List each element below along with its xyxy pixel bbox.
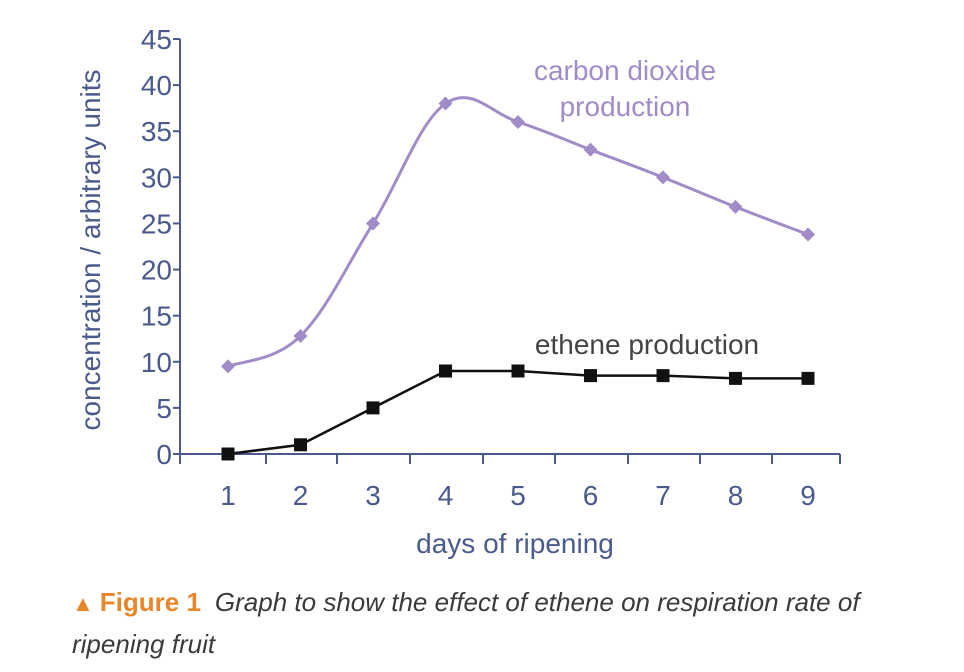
x-tick-label: 9 — [800, 480, 816, 511]
x-tick-label: 8 — [728, 480, 744, 511]
x-axis-label: days of ripening — [416, 528, 614, 559]
y-tick-label: 30 — [141, 162, 172, 193]
data-point — [294, 438, 307, 452]
data-point — [293, 328, 308, 343]
y-tick-label: 10 — [141, 347, 172, 378]
axes — [179, 39, 840, 455]
data-point — [583, 142, 598, 157]
series-label: production — [560, 91, 691, 122]
data-point — [439, 364, 452, 378]
x-tick-label: 1 — [220, 480, 236, 511]
data-point — [221, 447, 235, 461]
figure-label: Figure 1 — [99, 587, 201, 617]
data-point — [366, 401, 380, 415]
figure-caption: ▲ Figure 1 Graph to show the effect of eth… — [72, 582, 932, 664]
data-point — [438, 96, 453, 111]
y-tick-label: 15 — [141, 301, 172, 332]
y-axis-label: concentration / arbitrary units — [75, 69, 106, 430]
series-line — [227, 96, 809, 368]
y-tick-label: 35 — [141, 116, 172, 147]
data-point — [511, 364, 525, 378]
data-point — [221, 359, 235, 374]
data-point — [656, 369, 670, 383]
series: carbon dioxide production ethene productio… — [221, 55, 815, 461]
y-tick-label: 20 — [141, 255, 172, 286]
series-line — [227, 369, 808, 456]
y-tick-label: 0 — [156, 439, 172, 470]
data-point — [801, 227, 815, 242]
data-point — [584, 369, 597, 383]
data-point — [728, 199, 743, 214]
data-point — [511, 115, 525, 129]
data-point — [656, 170, 670, 185]
caption-text: Graph to show the effect of ethene on re… — [72, 587, 860, 659]
data-point — [801, 371, 815, 385]
x-tick-label: 6 — [583, 480, 599, 511]
y-tick-label: 40 — [141, 70, 172, 101]
data-point — [366, 216, 380, 231]
triangle-icon: ▲ — [72, 591, 94, 616]
series-label: carbon dioxide — [534, 55, 716, 86]
series-label: ethene production — [535, 329, 759, 360]
x-tick-label: 7 — [655, 480, 671, 511]
y-tick-label: 45 — [141, 24, 172, 55]
x-tick-label: 4 — [438, 480, 454, 511]
y-tick-label: 5 — [156, 393, 172, 424]
x-tick-label: 3 — [365, 480, 381, 511]
data-point — [729, 371, 742, 385]
y-tick-label: 25 — [141, 208, 172, 239]
x-tick-label: 5 — [510, 480, 526, 511]
x-tick-label: 2 — [293, 480, 309, 511]
